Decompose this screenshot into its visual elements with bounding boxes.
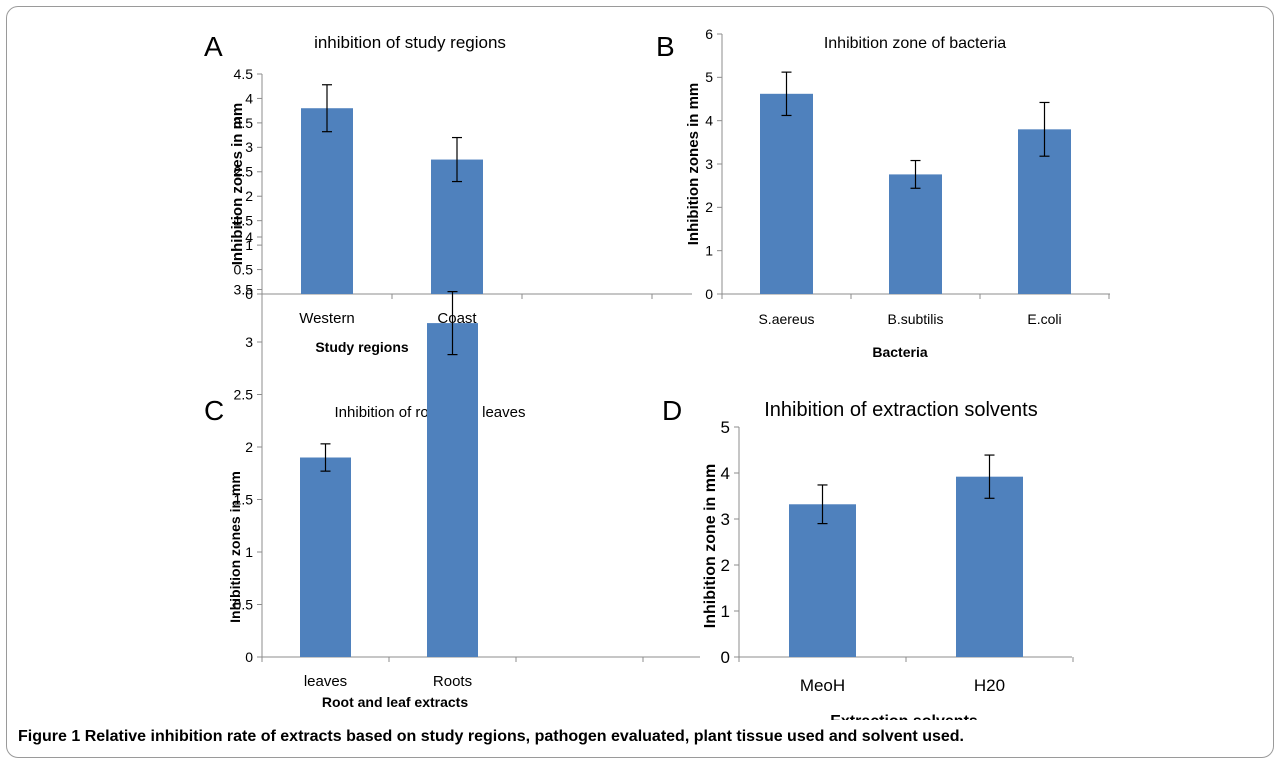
figure-caption: Figure 1 Relative inhibition rate of ext…	[18, 728, 964, 746]
panel-b-x-axis-title: Bacteria	[872, 344, 927, 360]
panel-c-y-tick-label: 2	[245, 439, 253, 455]
panel-a-y-tick-label: 1	[245, 237, 253, 253]
panel-b-title: Inhibition zone of bacteria	[824, 35, 1006, 52]
figure-frame	[6, 6, 1274, 758]
panel-c-bar-roots	[427, 323, 478, 657]
panel-d-y-tick-label: 5	[721, 418, 730, 437]
panel-c-y-tick-label: 3.5	[234, 281, 254, 297]
panel-c-y-tick-label: 4	[245, 229, 253, 245]
panel-d-title: Inhibition of extraction solvents	[764, 399, 1038, 421]
panel-b-bar-s-aereus	[760, 93, 813, 294]
panel-a-y-tick-label: 0.5	[234, 261, 254, 277]
panel-c-category-label: Roots	[433, 673, 472, 690]
panel-a-y-tick-label: 1.5	[234, 213, 254, 229]
panel-a-y-tick-label: 4	[245, 90, 253, 106]
panel-b-y-tick-label: 2	[705, 199, 713, 215]
panel-c-y-tick-label: 2.5	[234, 386, 254, 402]
panel-c-bar-leaves	[300, 457, 351, 657]
panel-d-bar-meoh	[789, 504, 856, 657]
panel-a-y-tick-label: 3.5	[234, 115, 254, 131]
panel-a-y-tick-label: 0	[245, 286, 253, 302]
panel-d-letter: D	[662, 395, 682, 426]
panel-c-letter: C	[204, 395, 224, 426]
panel-a-y-tick-label: 2.5	[234, 164, 254, 180]
panel-d-x-axis-title: Extraction solvents	[830, 713, 978, 720]
panel-a-bar-western	[301, 108, 353, 294]
panel-b-y-tick-label: 5	[705, 69, 713, 85]
panel-b-category-label: S.aereus	[758, 311, 814, 327]
panel-d-y-tick-label: 0	[721, 648, 730, 667]
panel-a-category-label: Coast	[437, 310, 477, 327]
panel-a-title: inhibition of study regions	[314, 33, 506, 52]
panel-b-y-tick-label: 4	[705, 113, 713, 129]
panel-b-category-label: E.coli	[1027, 311, 1061, 327]
panel-b-y-axis-title: Inhibition zones in mm	[685, 83, 702, 246]
caption-label: Figure 1	[18, 728, 81, 745]
panel-c-y-tick-label: 0.5	[234, 596, 254, 612]
panel-c-y-tick-label: 0	[245, 649, 253, 665]
panel-a-y-tick-label: 3	[245, 139, 253, 155]
panel-d-y-tick-label: 2	[721, 556, 730, 575]
panel-b-y-tick-label: 3	[705, 156, 713, 172]
panel-c-y-axis-title: Inhibition zones in mm	[227, 471, 243, 623]
panel-b-y-tick-label: 0	[705, 286, 713, 302]
panel-b-bar-b-subtilis	[889, 174, 942, 294]
panel-c-category-label: leaves	[304, 673, 347, 690]
panel-d-y-tick-label: 4	[721, 464, 730, 483]
panel-b-y-tick-label: 1	[705, 243, 713, 259]
panel-d-bar-h20	[956, 476, 1023, 657]
caption-text: Relative inhibition rate of extracts bas…	[84, 728, 964, 745]
panel-d-y-axis-title: Inhibition zone in mm	[702, 464, 719, 628]
panel-d-y-tick-label: 3	[721, 510, 730, 529]
panel-c-y-tick-label: 3	[245, 334, 253, 350]
panel-a-letter: A	[204, 31, 223, 62]
panel-a-y-axis-title: Inhibition zones in mm	[229, 103, 246, 266]
panel-c-y-tick-label: 1.5	[234, 491, 254, 507]
panel-d-category-label: H20	[974, 676, 1005, 695]
panel-a-y-tick-label: 2	[245, 188, 253, 204]
panel-b-y-tick-label: 6	[705, 26, 713, 42]
panel-b-category-label: B.subtilis	[887, 311, 943, 327]
panel-b-letter: B	[656, 31, 675, 62]
panel-d-category-label: MeoH	[800, 676, 845, 695]
panel-c-y-tick-label: 1	[245, 544, 253, 560]
panel-a-y-tick-label: 4.5	[234, 66, 254, 82]
panel-a-x-axis-title: Study regions	[315, 339, 409, 355]
panel-a-category-label: Western	[299, 310, 355, 327]
panel-d-y-tick-label: 1	[721, 602, 730, 621]
panel-c-x-axis-title: Root and leaf extracts	[322, 694, 468, 710]
